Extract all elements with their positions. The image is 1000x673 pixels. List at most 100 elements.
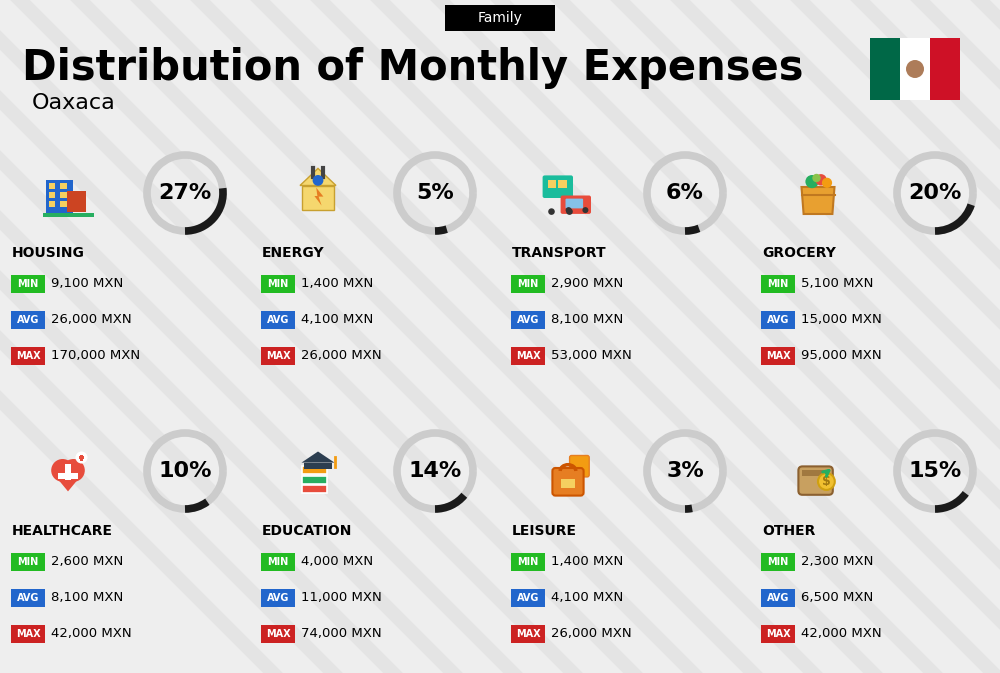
FancyBboxPatch shape bbox=[79, 456, 84, 459]
FancyBboxPatch shape bbox=[561, 479, 575, 488]
Text: 1,400 MXN: 1,400 MXN bbox=[301, 277, 373, 291]
FancyBboxPatch shape bbox=[48, 201, 55, 207]
Text: MAX: MAX bbox=[516, 629, 540, 639]
Text: 10%: 10% bbox=[158, 461, 212, 481]
FancyBboxPatch shape bbox=[261, 311, 295, 329]
FancyBboxPatch shape bbox=[65, 464, 71, 480]
Text: MIN: MIN bbox=[767, 557, 789, 567]
FancyBboxPatch shape bbox=[80, 454, 83, 460]
FancyBboxPatch shape bbox=[48, 182, 55, 188]
Text: 26,000 MXN: 26,000 MXN bbox=[301, 349, 382, 363]
Text: HOUSING: HOUSING bbox=[12, 246, 85, 260]
FancyBboxPatch shape bbox=[60, 182, 66, 188]
Text: 8,100 MXN: 8,100 MXN bbox=[551, 314, 623, 326]
FancyBboxPatch shape bbox=[302, 466, 327, 474]
Text: 20%: 20% bbox=[908, 183, 962, 203]
Text: 4,100 MXN: 4,100 MXN bbox=[551, 592, 623, 604]
FancyBboxPatch shape bbox=[570, 456, 589, 477]
Text: 4,000 MXN: 4,000 MXN bbox=[301, 555, 373, 569]
Circle shape bbox=[818, 473, 835, 490]
Text: TRANSPORT: TRANSPORT bbox=[512, 246, 607, 260]
FancyBboxPatch shape bbox=[42, 213, 94, 217]
FancyBboxPatch shape bbox=[261, 589, 295, 607]
FancyBboxPatch shape bbox=[561, 195, 591, 214]
Circle shape bbox=[566, 209, 573, 215]
Text: MAX: MAX bbox=[16, 351, 40, 361]
Text: 1,400 MXN: 1,400 MXN bbox=[551, 555, 623, 569]
Text: HEALTHCARE: HEALTHCARE bbox=[12, 524, 113, 538]
Text: GROCERY: GROCERY bbox=[762, 246, 836, 260]
Text: 3%: 3% bbox=[666, 461, 704, 481]
FancyBboxPatch shape bbox=[302, 476, 327, 484]
FancyBboxPatch shape bbox=[261, 553, 295, 571]
Text: 2,600 MXN: 2,600 MXN bbox=[51, 555, 123, 569]
Text: 170,000 MXN: 170,000 MXN bbox=[51, 349, 140, 363]
Text: 95,000 MXN: 95,000 MXN bbox=[801, 349, 882, 363]
Circle shape bbox=[76, 452, 88, 464]
FancyBboxPatch shape bbox=[60, 201, 66, 207]
Text: $: $ bbox=[822, 475, 831, 488]
Text: 6,500 MXN: 6,500 MXN bbox=[801, 592, 873, 604]
Circle shape bbox=[313, 175, 323, 186]
Text: 11,000 MXN: 11,000 MXN bbox=[301, 592, 382, 604]
Text: 27%: 27% bbox=[158, 183, 212, 203]
FancyBboxPatch shape bbox=[48, 192, 55, 197]
Text: 2,900 MXN: 2,900 MXN bbox=[551, 277, 623, 291]
Text: MIN: MIN bbox=[767, 279, 789, 289]
Text: 6%: 6% bbox=[666, 183, 704, 203]
FancyBboxPatch shape bbox=[930, 38, 960, 100]
FancyBboxPatch shape bbox=[11, 275, 45, 293]
Text: MAX: MAX bbox=[266, 629, 290, 639]
Circle shape bbox=[582, 207, 588, 213]
Text: 4,100 MXN: 4,100 MXN bbox=[301, 314, 373, 326]
FancyBboxPatch shape bbox=[11, 625, 45, 643]
FancyBboxPatch shape bbox=[543, 176, 573, 198]
FancyBboxPatch shape bbox=[552, 468, 584, 495]
Circle shape bbox=[805, 175, 819, 188]
Text: AVG: AVG bbox=[517, 593, 539, 603]
Text: MIN: MIN bbox=[267, 557, 289, 567]
Text: 74,000 MXN: 74,000 MXN bbox=[301, 627, 382, 641]
Polygon shape bbox=[314, 188, 323, 205]
Text: MAX: MAX bbox=[766, 351, 790, 361]
FancyBboxPatch shape bbox=[761, 625, 795, 643]
FancyBboxPatch shape bbox=[511, 347, 545, 365]
FancyBboxPatch shape bbox=[11, 311, 45, 329]
Text: 15%: 15% bbox=[908, 461, 962, 481]
Text: MIN: MIN bbox=[517, 279, 539, 289]
Text: 15,000 MXN: 15,000 MXN bbox=[801, 314, 882, 326]
FancyBboxPatch shape bbox=[761, 347, 795, 365]
Text: AVG: AVG bbox=[17, 593, 39, 603]
Text: MAX: MAX bbox=[16, 629, 40, 639]
Circle shape bbox=[566, 207, 572, 213]
Text: 14%: 14% bbox=[408, 461, 462, 481]
FancyBboxPatch shape bbox=[511, 553, 545, 571]
FancyBboxPatch shape bbox=[261, 625, 295, 643]
FancyBboxPatch shape bbox=[58, 472, 78, 479]
FancyBboxPatch shape bbox=[566, 199, 583, 209]
FancyBboxPatch shape bbox=[761, 553, 795, 571]
FancyBboxPatch shape bbox=[261, 347, 295, 365]
FancyBboxPatch shape bbox=[511, 311, 545, 329]
Text: AVG: AVG bbox=[267, 593, 289, 603]
FancyBboxPatch shape bbox=[66, 190, 86, 212]
FancyBboxPatch shape bbox=[761, 589, 795, 607]
Text: 26,000 MXN: 26,000 MXN bbox=[51, 314, 132, 326]
FancyBboxPatch shape bbox=[11, 589, 45, 607]
Polygon shape bbox=[802, 187, 834, 214]
Text: 2,300 MXN: 2,300 MXN bbox=[801, 555, 873, 569]
FancyBboxPatch shape bbox=[798, 466, 833, 495]
Text: 53,000 MXN: 53,000 MXN bbox=[551, 349, 632, 363]
Text: 42,000 MXN: 42,000 MXN bbox=[51, 627, 132, 641]
FancyBboxPatch shape bbox=[870, 38, 900, 100]
FancyBboxPatch shape bbox=[445, 5, 555, 31]
Text: MAX: MAX bbox=[516, 351, 540, 361]
FancyBboxPatch shape bbox=[11, 553, 45, 571]
FancyBboxPatch shape bbox=[548, 180, 556, 188]
Circle shape bbox=[51, 459, 74, 482]
Text: MAX: MAX bbox=[266, 351, 290, 361]
Text: ENERGY: ENERGY bbox=[262, 246, 325, 260]
Text: 8,100 MXN: 8,100 MXN bbox=[51, 592, 123, 604]
Polygon shape bbox=[302, 186, 334, 211]
Text: EDUCATION: EDUCATION bbox=[262, 524, 352, 538]
